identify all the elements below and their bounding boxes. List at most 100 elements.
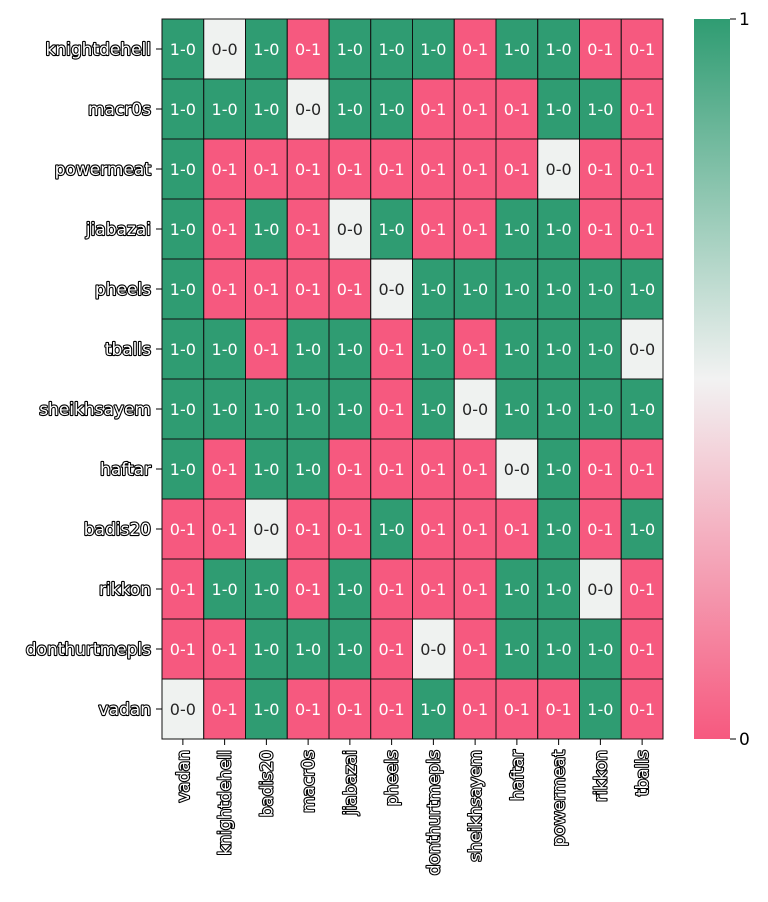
cell-value-label: 1-0 xyxy=(379,520,405,539)
column-label: rikkon xyxy=(591,750,611,802)
heatmap-cell xyxy=(495,78,539,140)
cell-value-label: 0-1 xyxy=(587,160,613,179)
column-label: pheels xyxy=(383,750,403,806)
cell-value-label: 0-1 xyxy=(420,460,446,479)
cell-value-label: 0-1 xyxy=(462,160,488,179)
cell-value-label: 0-0 xyxy=(337,220,363,239)
cell-value-label: 0-1 xyxy=(337,280,363,299)
column-label: knightdehell xyxy=(216,750,236,856)
cell-value-label: 0-1 xyxy=(212,520,238,539)
cell-value-label: 0-0 xyxy=(379,280,405,299)
heatmap-cell xyxy=(412,318,455,380)
cell-value-label: 1-0 xyxy=(546,580,572,599)
heatmap-cell xyxy=(245,378,288,440)
heatmap-cell xyxy=(370,198,413,260)
heatmap-cell xyxy=(161,18,205,80)
column-label: powermeat xyxy=(550,750,570,847)
heatmap-cell xyxy=(620,558,664,620)
heatmap-cell xyxy=(203,378,246,440)
heatmap-cell xyxy=(412,678,455,740)
heatmap-cell xyxy=(412,138,455,200)
cell-value-label: 0-1 xyxy=(587,460,613,479)
heatmap-cell xyxy=(370,258,413,320)
cell-value-label: 0-1 xyxy=(212,220,238,239)
cell-value-label: 1-0 xyxy=(504,640,530,659)
heatmap-cells: 1-0 0-0 1-0 0-1 1-0 1-0 1-0 0-1 1-0 1-0 0-1 0-1 1-0 1… xyxy=(161,18,664,740)
cell-value-label: 0-1 xyxy=(337,520,363,539)
heatmap-cell xyxy=(579,558,622,620)
heatmap-cell xyxy=(245,498,288,560)
colorbar-gradient xyxy=(694,19,730,739)
heatmap-cell xyxy=(579,198,622,260)
heatmap-cell xyxy=(245,438,288,500)
cell-value-label: 1-0 xyxy=(170,460,196,479)
heatmap-cell xyxy=(412,258,455,320)
heatmap-cell xyxy=(245,258,288,320)
heatmap-cell xyxy=(286,318,330,380)
cell-value-label: 1-0 xyxy=(587,640,613,659)
heatmap-cell xyxy=(537,318,580,380)
cell-value-label: 1-0 xyxy=(253,700,279,719)
heatmap-cell xyxy=(537,198,580,260)
cell-value-label: 1-0 xyxy=(337,40,363,59)
heatmap-cell xyxy=(495,498,539,560)
cell-value-label: 0-1 xyxy=(462,40,488,59)
heatmap-cell xyxy=(286,138,330,200)
cell-value-label: 0-1 xyxy=(504,520,530,539)
heatmap-cell xyxy=(245,618,288,680)
cell-value-label: 0-1 xyxy=(420,160,446,179)
heatmap-cell xyxy=(370,618,413,680)
row-label: sheikhsayem xyxy=(39,400,151,420)
cell-value-label: 0-1 xyxy=(295,160,321,179)
heatmap-cell xyxy=(286,78,330,140)
cell-value-label: 0-1 xyxy=(379,460,405,479)
cell-value-label: 1-0 xyxy=(253,40,279,59)
cell-value-label: 0-0 xyxy=(546,160,572,179)
heatmap-cell xyxy=(203,618,246,680)
cell-value-label: 0-1 xyxy=(295,40,321,59)
row-label: jiabazai xyxy=(85,220,151,240)
heatmap-cell xyxy=(328,258,372,320)
heatmap-cell xyxy=(286,498,330,560)
heatmap-cell xyxy=(579,678,622,740)
heatmap-cell xyxy=(203,18,246,80)
heatmap-cell xyxy=(161,258,205,320)
cell-value-label: 1-0 xyxy=(295,340,321,359)
heatmap-cell xyxy=(620,198,664,260)
cell-value-label: 1-0 xyxy=(170,280,196,299)
cell-value-label: 0-1 xyxy=(295,280,321,299)
cell-value-label: 1-0 xyxy=(170,400,196,419)
row-label: haftar xyxy=(100,460,151,480)
row-label: powermeat xyxy=(55,160,152,180)
row-label: rikkon xyxy=(99,580,151,600)
row-label: tballs xyxy=(105,340,151,360)
heatmap-cell xyxy=(370,318,413,380)
cell-value-label: 0-1 xyxy=(462,580,488,599)
heatmap-cell xyxy=(328,438,372,500)
heatmap-cell xyxy=(161,198,205,260)
column-label: sheikhsayem xyxy=(466,750,486,862)
cell-value-label: 0-0 xyxy=(295,100,321,119)
cell-value-label: 1-0 xyxy=(337,640,363,659)
cell-value-label: 1-0 xyxy=(504,400,530,419)
cell-value-label: 1-0 xyxy=(253,580,279,599)
cell-value-label: 0-1 xyxy=(379,700,405,719)
cell-value-label: 1-0 xyxy=(212,100,238,119)
cell-value-label: 1-0 xyxy=(504,40,530,59)
cell-value-label: 0-1 xyxy=(504,100,530,119)
cell-value-label: 0-0 xyxy=(462,400,488,419)
cell-value-label: 0-1 xyxy=(379,160,405,179)
heatmap-cell xyxy=(161,618,205,680)
cell-value-label: 0-1 xyxy=(212,640,238,659)
cell-value-label: 1-0 xyxy=(587,700,613,719)
heatmap-cell xyxy=(286,198,330,260)
heatmap-cell xyxy=(328,378,372,440)
row-labels: knightdehell macr0s powermeat jiabazai pheel… xyxy=(25,39,162,721)
cell-value-label: 1-0 xyxy=(379,100,405,119)
heatmap-cell xyxy=(620,18,664,80)
cell-value-label: 0-1 xyxy=(504,700,530,719)
heatmap-cell xyxy=(537,558,580,620)
cell-value-label: 0-0 xyxy=(504,460,530,479)
heatmap-cell xyxy=(203,678,246,740)
